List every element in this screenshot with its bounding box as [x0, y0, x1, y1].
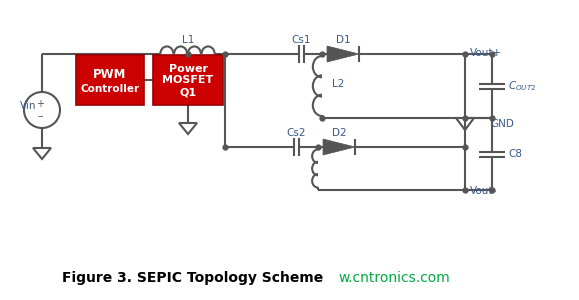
Text: Vout-: Vout-: [470, 186, 497, 196]
Text: MOSFET: MOSFET: [162, 75, 214, 85]
Text: w.cntronics.com: w.cntronics.com: [338, 271, 450, 285]
Text: L2: L2: [332, 79, 344, 89]
Text: $C_{OUT2}$: $C_{OUT2}$: [508, 79, 537, 93]
Text: D1: D1: [336, 35, 350, 45]
Text: –: –: [37, 111, 43, 121]
Text: Power: Power: [168, 64, 207, 74]
Bar: [153, 55, 223, 105]
Text: GND: GND: [490, 119, 514, 129]
Text: Q1: Q1: [179, 88, 196, 98]
Text: Cs2: Cs2: [287, 128, 306, 138]
Text: Controller: Controller: [80, 83, 140, 94]
Text: Vout+: Vout+: [470, 48, 502, 58]
Text: D2: D2: [332, 128, 346, 138]
Text: C8: C8: [508, 149, 522, 159]
Text: PWM: PWM: [93, 68, 127, 80]
Polygon shape: [323, 139, 355, 155]
Text: Figure 3. SEPIC Topology Scheme: Figure 3. SEPIC Topology Scheme: [63, 271, 324, 285]
Text: Cs1: Cs1: [291, 35, 311, 45]
Polygon shape: [327, 46, 359, 62]
Text: Vin: Vin: [20, 101, 36, 111]
Bar: [76, 55, 144, 105]
Text: L1: L1: [182, 35, 194, 45]
Text: +: +: [36, 99, 44, 109]
